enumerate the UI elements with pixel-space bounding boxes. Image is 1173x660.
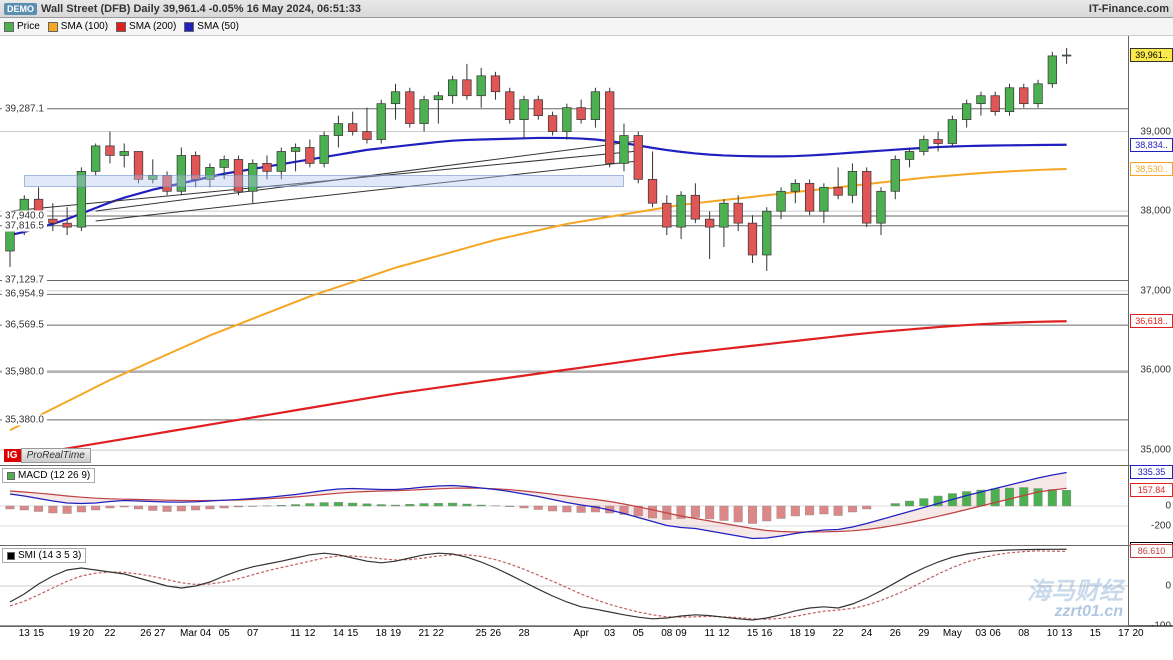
sma100-swatch (48, 22, 58, 32)
legend-sma50[interactable]: SMA (50) (184, 21, 239, 32)
chart-title: Wall Street (DFB) Daily 39,961.4 -0.05% … (41, 3, 361, 15)
consolidation-zone (24, 175, 624, 187)
legend-sma100[interactable]: SMA (100) (48, 21, 108, 32)
sma200-swatch (116, 22, 126, 32)
price-chart-svg (0, 36, 1128, 466)
chart-container: 35,00036,00037,00038,00039,00039,961..38… (0, 36, 1173, 642)
brand-label: IT-Finance.com (1089, 3, 1169, 15)
macd-y-axis: -2000335.35157.84 (1128, 466, 1173, 545)
smi-panel[interactable]: SMI (14 3 5 3) -100091.77986.610 海马财经 zz… (0, 546, 1173, 626)
macd-panel[interactable]: MACD (12 26 9) -2000335.35157.84 (0, 466, 1173, 546)
title-bar: DEMO Wall Street (DFB) Daily 39,961.4 -0… (0, 0, 1173, 18)
price-panel[interactable]: 35,00036,00037,00038,00039,00039,961..38… (0, 36, 1173, 466)
price-swatch (4, 22, 14, 32)
x-axis: 131519 202226 27Mar 04050711121415181921… (0, 626, 1173, 642)
sma50-swatch (184, 22, 194, 32)
macd-chart-svg (0, 466, 1128, 546)
price-y-axis: 35,00036,00037,00038,00039,00039,961..38… (1128, 36, 1173, 465)
legend-bar: Price SMA (100) SMA (200) SMA (50) (0, 18, 1173, 36)
attribution-badge: IGProRealTime (4, 450, 91, 461)
demo-badge: DEMO (4, 3, 37, 15)
legend-price[interactable]: Price (4, 21, 40, 32)
macd-label: MACD (12 26 9) (2, 468, 95, 483)
smi-chart-svg (0, 546, 1128, 626)
legend-sma200[interactable]: SMA (200) (116, 21, 176, 32)
smi-y-axis: -100091.77986.610 (1128, 546, 1173, 625)
smi-label: SMI (14 3 5 3) (2, 548, 86, 563)
